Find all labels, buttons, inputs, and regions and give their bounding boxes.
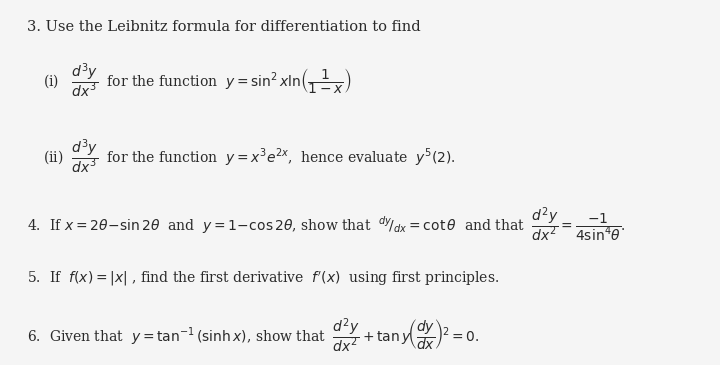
Text: 6.  Given that  $y = \tan^{-1}(\sinh x)$, show that  $\dfrac{d^2y}{dx^2} + \tan : 6. Given that $y = \tan^{-1}(\sinh x)$, … — [27, 316, 480, 355]
Text: 5.  If  $f(x)=|x|$ , find the first derivative  $f'(x)$  using first principles.: 5. If $f(x)=|x|$ , find the first deriva… — [27, 270, 500, 288]
Text: (i)   $\dfrac{d^3y}{dx^3}$  for the function  $y = \sin^2 x\ln\!\left(\dfrac{1}{: (i) $\dfrac{d^3y}{dx^3}$ for the functio… — [43, 61, 352, 100]
Text: 3. Use the Leibnitz formula for differentiation to find: 3. Use the Leibnitz formula for differen… — [27, 20, 421, 34]
Text: (ii)  $\dfrac{d^3y}{dx^3}$  for the function  $y = x^3e^{2x}$,  hence evaluate  : (ii) $\dfrac{d^3y}{dx^3}$ for the functi… — [43, 138, 456, 176]
Text: 4.  If $x = 2\theta\!-\!\sin 2\theta$  and  $y = 1\!-\!\cos 2\theta$, show that : 4. If $x = 2\theta\!-\!\sin 2\theta$ and… — [27, 205, 626, 244]
